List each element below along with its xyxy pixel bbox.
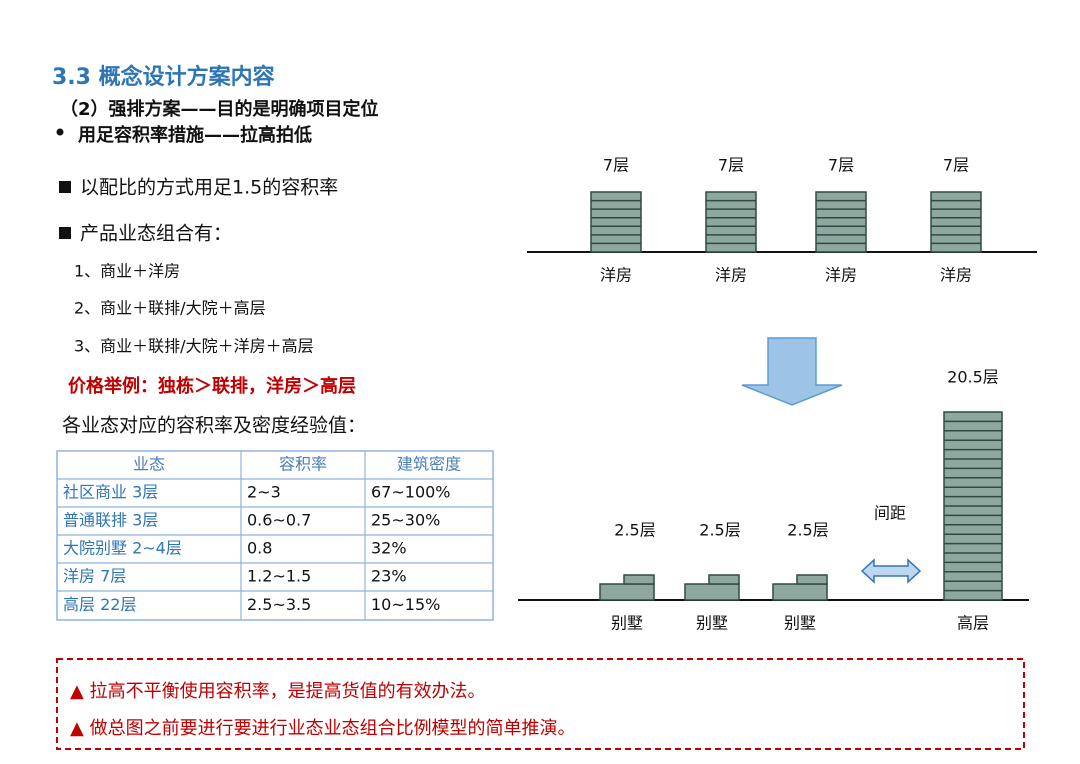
square-bullet <box>59 181 71 193</box>
spacing-arrow <box>860 558 922 584</box>
building <box>599 583 655 601</box>
table-cell: 洋房 7层 <box>63 567 126 586</box>
table-cell: 2.5~3.5 <box>247 595 311 614</box>
table-header: 建筑密度 <box>397 455 461 474</box>
floors-label: 7层 <box>718 156 744 175</box>
building-label: 洋房 <box>715 266 747 285</box>
combo: 1、商业＋洋房 <box>74 262 180 281</box>
table-cell: 普通联排 3层 <box>63 511 158 530</box>
table-header: 容积率 <box>279 455 327 474</box>
table-cell: 10~15% <box>371 595 440 614</box>
floors-label: 2.5层 <box>614 521 655 540</box>
bullet-dot <box>56 128 64 136</box>
spacing-label: 间距 <box>874 504 906 523</box>
combo: 3、商业＋联排/大院＋洋房＋高层 <box>74 337 314 356</box>
point: 产品业态组合有： <box>80 223 232 245</box>
tower-floors: 20.5层 <box>947 368 999 387</box>
table-cell: 32% <box>371 539 407 558</box>
building <box>930 191 982 253</box>
point: 以配比的方式用足1.5的容积率 <box>80 177 338 199</box>
note-box <box>56 658 1025 750</box>
floors-label: 7层 <box>943 156 969 175</box>
building-label: 洋房 <box>940 266 972 285</box>
building <box>815 191 867 253</box>
section-title: 3.3 概念设计方案内容 <box>52 64 275 90</box>
square-bullet <box>59 227 71 239</box>
subtitle: （2）强排方案——目的是明确项目定位 <box>60 98 379 120</box>
table-cell: 23% <box>371 567 407 586</box>
building-label: 洋房 <box>825 266 857 285</box>
table-cell: 1.2~1.5 <box>247 567 311 586</box>
table-cell: 大院别墅 2~4层 <box>63 539 182 558</box>
bullet-text: 用足容积率措施——拉高拍低 <box>78 124 312 146</box>
combo: 2、商业＋联排/大院＋高层 <box>74 299 266 318</box>
table-cell: 2~3 <box>247 483 281 502</box>
building <box>684 583 740 601</box>
building-label: 别墅 <box>611 614 643 633</box>
table-cell: 社区商业 3层 <box>63 483 158 502</box>
building <box>590 191 642 253</box>
table-cell: 0.6~0.7 <box>247 511 311 530</box>
table-cell: 高层 22层 <box>63 595 136 614</box>
floors-label: 2.5层 <box>787 521 828 540</box>
down-arrow <box>741 337 843 406</box>
table-cell: 0.8 <box>247 539 272 558</box>
building-label: 别墅 <box>784 614 816 633</box>
building-label: 洋房 <box>600 266 632 285</box>
building-label: 别墅 <box>696 614 728 633</box>
price-example: 价格举例：独栋＞联排，洋房＞高层 <box>68 375 356 397</box>
floors-label: 2.5层 <box>699 521 740 540</box>
table-cell: 25~30% <box>371 511 440 530</box>
tower-label: 高层 <box>957 614 989 633</box>
note: ▲ 拉高不平衡使用容积率，是提高货值的有效办法。 <box>70 681 486 702</box>
building <box>708 574 740 585</box>
table-caption: 各业态对应的容积率及密度经验值： <box>62 415 366 437</box>
building <box>772 583 828 601</box>
table-header: 业态 <box>133 455 165 474</box>
note: ▲ 做总图之前要进行要进行业态业态组合比例模型的简单推演。 <box>70 718 576 739</box>
building <box>705 191 757 253</box>
table-cell: 67~100% <box>371 483 451 502</box>
building <box>623 574 655 585</box>
floors-label: 7层 <box>603 156 629 175</box>
floors-label: 7层 <box>828 156 854 175</box>
building <box>796 574 828 585</box>
